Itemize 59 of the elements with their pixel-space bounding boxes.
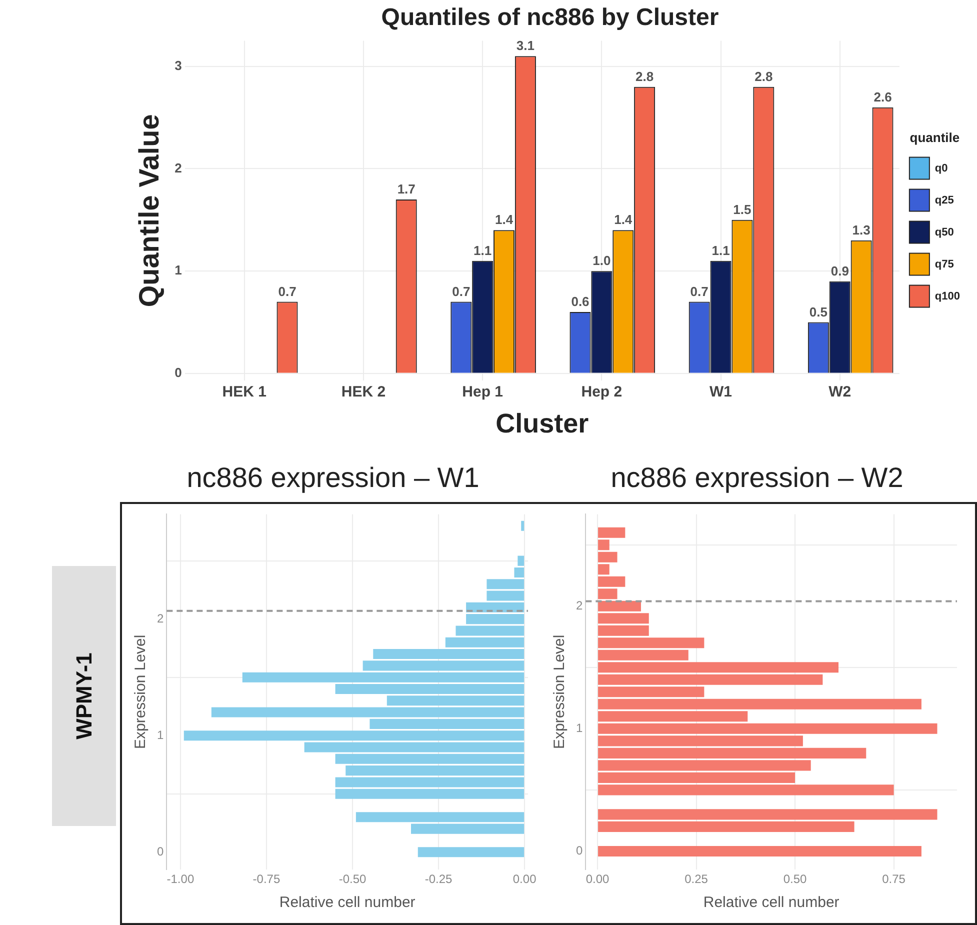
data-label: 1.7 [397,182,416,197]
x-tick-label: -0.50 [338,872,366,886]
data-label: 1.1 [474,242,492,258]
data-label: 3.1 [516,38,534,54]
y-tick-label: 1 [156,728,164,742]
legend-label: q75 [934,258,954,270]
y-axis-title: Quantile Value [134,114,165,308]
x-tick-label: HEK 1 [222,384,266,401]
legend-label: q100 [934,290,960,302]
y-tick-label: 0 [156,844,164,858]
data-label: 2.6 [874,89,892,104]
y-tick-label: 2 [174,160,182,176]
y-axis-title: Expression Level [551,634,568,750]
x-tick-label: -0.75 [252,872,280,886]
x-tick-label: HEK 2 [341,384,386,401]
x-axis-title: Cluster [496,408,590,438]
x-tick-label: Hep 1 [462,384,504,401]
x-tick-label: 0.25 [684,872,708,886]
x-tick-label: Hep 2 [581,384,622,401]
data-label: 0.6 [571,294,590,310]
y-tick-label: 2 [576,598,583,612]
x-tick-label: W1 [710,384,732,401]
x-tick-label: W2 [828,384,852,401]
data-label: 0.5 [809,304,828,320]
legend-label: q50 [934,226,954,238]
legend-label: q25 [934,194,954,206]
data-label: 1.4 [494,212,514,228]
data-label: 2.8 [754,68,773,84]
x-tick-label: 0.75 [882,872,906,886]
data-label: 0.7 [278,284,296,299]
y-tick-label: 1 [174,262,182,278]
data-label: 1.3 [852,222,870,238]
data-label: 1.4 [614,212,633,228]
data-label: 1.5 [733,202,752,217]
chart-title: nc886 expression – W2 [610,462,904,495]
legend-label: q0 [934,162,948,174]
x-axis-title: Relative cell number [703,894,840,912]
x-tick-label: 0.50 [783,872,808,886]
y-axis-title: Expression Level [132,634,150,750]
x-tick-label: 0.00 [512,872,537,886]
x-tick-label: -0.25 [424,872,453,886]
y-tick-label: 2 [156,611,164,626]
x-tick-label: 0.00 [586,872,610,886]
chart-title: Quantiles of nc886 by Cluster [381,4,719,32]
data-label: 1.0 [592,253,611,268]
y-tick-label: 0 [174,365,182,380]
data-label: 1.1 [712,242,730,258]
data-label: 0.7 [452,284,470,299]
chart-title: nc886 expression – W1 [186,462,480,495]
data-label: 0.9 [830,263,849,278]
text: WPMY-1 [71,652,97,740]
y-tick-label: 0 [576,844,583,858]
y-tick-label: 3 [174,58,182,73]
data-label: 2.8 [636,68,654,84]
y-tick-label: 1 [576,720,583,735]
data-label: 0.7 [690,284,708,299]
legend-title: quantile [910,130,960,145]
x-axis-title: Relative cell number [279,894,416,912]
x-tick-label: -1.00 [166,872,194,886]
